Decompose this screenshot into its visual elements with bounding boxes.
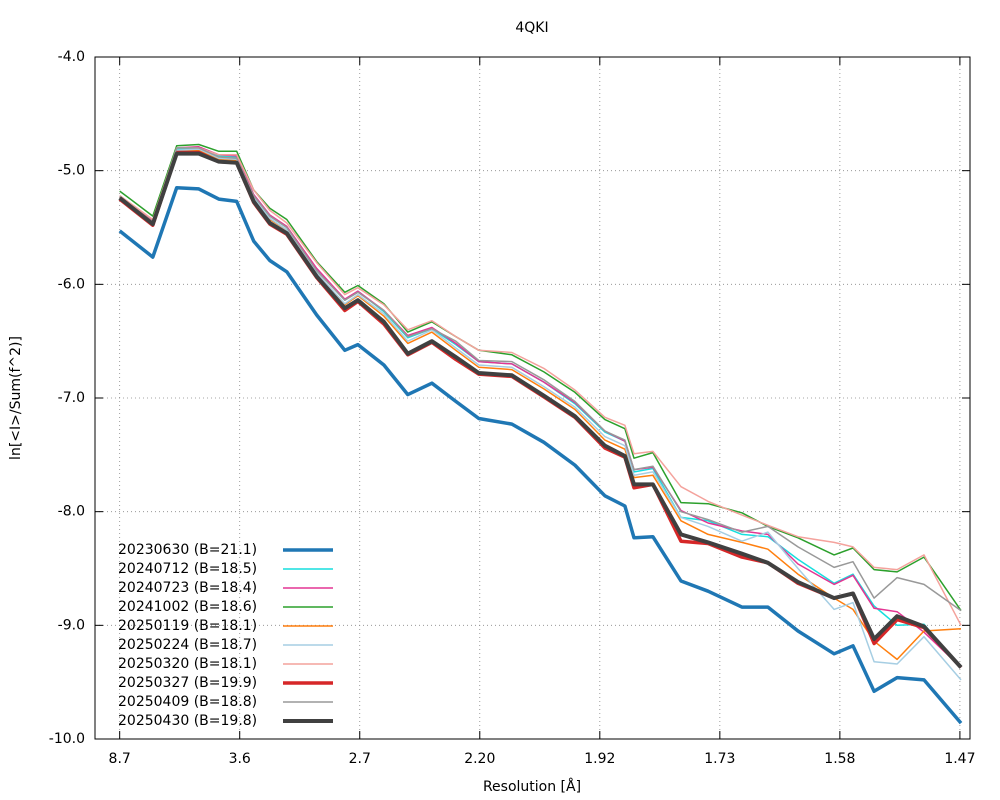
y-tick-label: -10.0 xyxy=(49,731,85,747)
x-tick-label: 2.20 xyxy=(464,751,495,767)
x-tick-label: 3.6 xyxy=(229,751,251,767)
legend-label: 20250327 (B=19.9) xyxy=(118,675,257,691)
series-line xyxy=(119,147,962,626)
x-tick-label: 1.47 xyxy=(944,751,975,767)
legend-label: 20240723 (B=18.4) xyxy=(118,580,257,596)
x-tick-label: 8.7 xyxy=(109,751,131,767)
legend-label: 20230630 (B=21.1) xyxy=(118,542,257,558)
x-axis-label: Resolution [Å] xyxy=(483,778,581,795)
x-tick-label: 2.7 xyxy=(349,751,371,767)
x-tick-label: 1.92 xyxy=(584,751,615,767)
legend-label: 20250119 (B=18.1) xyxy=(118,618,257,634)
legend-label: 20241002 (B=18.6) xyxy=(118,599,257,615)
y-tick-label: -4.0 xyxy=(58,49,85,65)
series-line xyxy=(118,151,963,669)
legend-label: 20250320 (B=18.1) xyxy=(118,656,257,672)
legend-label: 20240712 (B=18.5) xyxy=(118,561,257,577)
chart-title: 4QKI xyxy=(515,20,548,36)
y-axis-label: ln[<I>/Sum(f^2)] xyxy=(8,336,24,460)
y-tick-label: -9.0 xyxy=(58,617,85,633)
x-tick-label: 1.73 xyxy=(704,751,735,767)
series-line xyxy=(118,185,963,725)
y-tick-label: -6.0 xyxy=(58,276,85,292)
y-tick-label: -5.0 xyxy=(58,163,85,179)
y-tick-label: -8.0 xyxy=(58,504,85,520)
legend-label: 20250224 (B=18.7) xyxy=(118,637,257,653)
legend-label: 20250409 (B=18.8) xyxy=(118,694,257,710)
plot-frame xyxy=(94,56,971,740)
series-line xyxy=(119,147,962,612)
y-tick-label: -7.0 xyxy=(58,390,85,406)
x-tick-label: 1.58 xyxy=(824,751,855,767)
legend-label: 20250430 (B=19.8) xyxy=(118,713,257,729)
